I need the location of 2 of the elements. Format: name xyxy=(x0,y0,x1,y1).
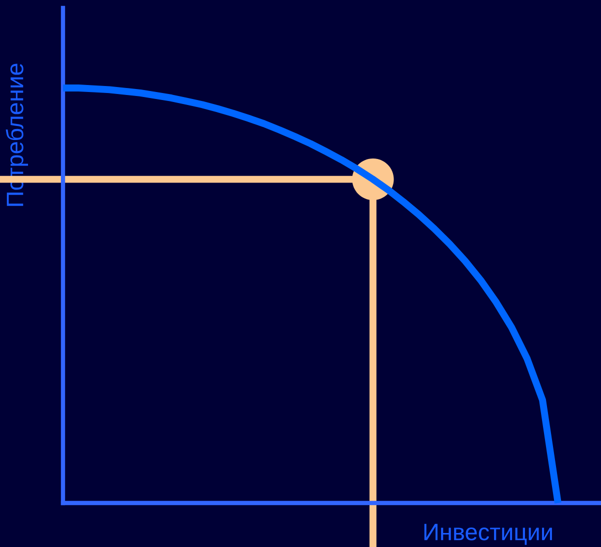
y-axis-title: Потребление xyxy=(6,64,28,206)
x-axis-title: Инвестиции xyxy=(424,524,552,545)
